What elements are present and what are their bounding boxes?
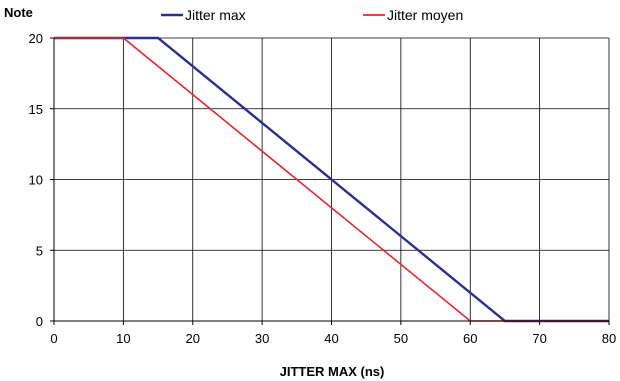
y-tick-label: 20 <box>29 31 43 46</box>
y-tick-label: 15 <box>29 102 43 117</box>
x-tick-labels: 0 10 20 30 40 50 60 70 80 <box>50 331 616 346</box>
y-tick-label: 0 <box>36 314 43 329</box>
legend: Jitter max Jitter moyen <box>161 7 463 23</box>
y-axis-title: Note <box>4 5 33 20</box>
x-tick-label: 70 <box>532 331 546 346</box>
y-tick-labels: 0 5 10 15 20 <box>29 31 43 329</box>
x-tick-label: 80 <box>602 331 616 346</box>
legend-label-2: Jitter moyen <box>387 7 463 23</box>
y-tick-label: 5 <box>36 243 43 258</box>
x-axis-title: JITTER MAX (ns) <box>280 364 385 379</box>
legend-label-1: Jitter max <box>185 7 246 23</box>
y-tick-label: 10 <box>29 173 43 188</box>
x-tick-label: 50 <box>394 331 408 346</box>
x-tick-label: 20 <box>186 331 200 346</box>
x-tick-label: 60 <box>463 331 477 346</box>
x-tick-label: 10 <box>116 331 130 346</box>
axes <box>50 37 610 325</box>
x-tick-label: 40 <box>324 331 338 346</box>
x-tick-label: 30 <box>255 331 269 346</box>
x-tick-label: 0 <box>50 331 57 346</box>
